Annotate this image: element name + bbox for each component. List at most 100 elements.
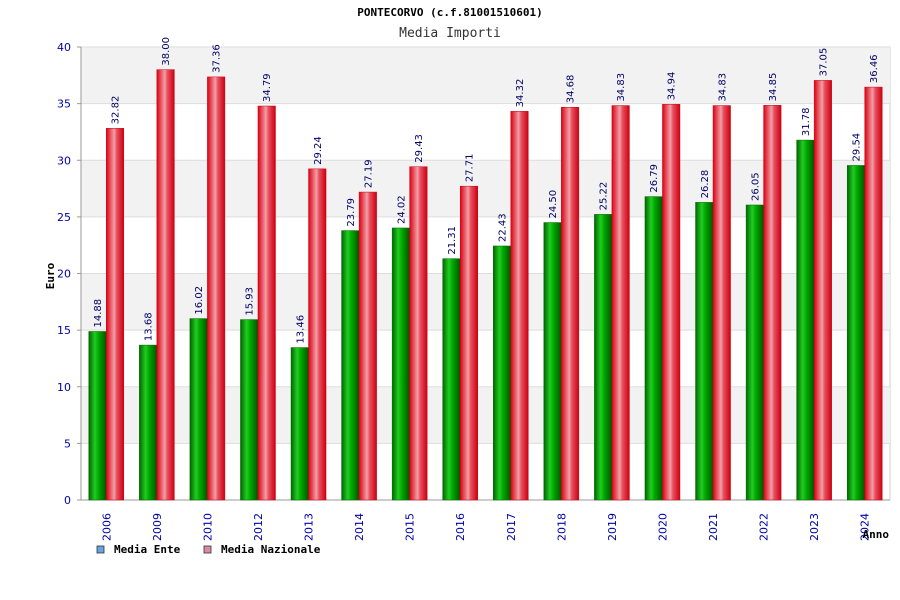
bar-media-ente-2015 bbox=[391, 227, 410, 501]
bar-media-nazionale-2022 bbox=[763, 105, 782, 501]
bar-media-ente-2006 bbox=[88, 331, 107, 501]
legend-label-media-ente: Media Ente bbox=[114, 543, 181, 556]
x-tick-label: 2023 bbox=[808, 513, 821, 541]
bar-media-nazionale-2023 bbox=[813, 80, 832, 501]
value-label-media-ente-2018: 24.50 bbox=[548, 190, 559, 219]
value-label-media-nazionale-2022: 34.85 bbox=[768, 73, 779, 102]
value-label-media-ente-2006: 14.88 bbox=[93, 299, 104, 328]
bar-media-ente-2010 bbox=[189, 318, 208, 501]
bar-media-nazionale-2020 bbox=[662, 104, 681, 501]
bar-media-nazionale-2019 bbox=[611, 105, 630, 501]
x-tick-label: 2013 bbox=[303, 513, 316, 541]
x-tick-label: 2009 bbox=[151, 513, 164, 541]
value-label-media-nazionale-2012: 34.79 bbox=[262, 73, 273, 102]
value-label-media-nazionale-2014: 27.19 bbox=[363, 159, 374, 188]
value-label-media-nazionale-2019: 34.83 bbox=[616, 73, 627, 102]
legend: Media Ente Media Nazionale bbox=[96, 543, 321, 556]
legend-swatch-media-nazionale bbox=[203, 545, 212, 554]
value-label-media-nazionale-2021: 34.83 bbox=[717, 73, 728, 102]
bar-media-ente-2013 bbox=[290, 347, 309, 501]
x-tick-label: 2017 bbox=[505, 513, 518, 541]
y-tick-label: 20 bbox=[57, 268, 71, 281]
x-tick-label: 2010 bbox=[201, 513, 214, 541]
value-label-media-nazionale-2006: 32.82 bbox=[111, 96, 122, 125]
bars bbox=[88, 69, 883, 501]
x-tick-label: 2014 bbox=[353, 513, 366, 541]
bar-media-nazionale-2012 bbox=[257, 105, 276, 501]
x-tick-label: 2019 bbox=[606, 513, 619, 541]
value-label-media-nazionale-2020: 34.94 bbox=[667, 72, 678, 101]
x-tick-label: 2016 bbox=[454, 513, 467, 541]
bar-media-nazionale-2009 bbox=[156, 69, 175, 501]
legend-label-media-nazionale: Media Nazionale bbox=[221, 543, 321, 556]
value-label-media-ente-2019: 25.22 bbox=[599, 182, 610, 211]
y-tick-label: 40 bbox=[57, 41, 71, 54]
bar-media-ente-2017 bbox=[493, 245, 512, 501]
value-label-media-ente-2012: 15.93 bbox=[245, 287, 256, 316]
value-label-media-nazionale-2010: 37.36 bbox=[212, 44, 223, 73]
value-label-media-nazionale-2015: 29.43 bbox=[414, 134, 425, 163]
bar-media-ente-2022 bbox=[745, 204, 764, 501]
value-label-media-ente-2017: 22.43 bbox=[498, 213, 509, 242]
value-label-media-nazionale-2017: 34.32 bbox=[515, 79, 526, 108]
bar-media-nazionale-2017 bbox=[510, 111, 529, 501]
bar-media-nazionale-2014 bbox=[358, 191, 377, 501]
bar-media-ente-2016 bbox=[442, 258, 461, 501]
x-tick-label: 2022 bbox=[758, 513, 771, 541]
value-label-media-nazionale-2018: 34.68 bbox=[566, 75, 577, 104]
y-tick-label: 10 bbox=[57, 381, 71, 394]
value-label-media-ente-2020: 26.79 bbox=[649, 164, 660, 193]
bar-media-nazionale-2018 bbox=[561, 106, 580, 501]
value-label-media-ente-2021: 26.28 bbox=[700, 170, 711, 199]
value-label-media-ente-2013: 13.46 bbox=[295, 315, 306, 344]
bar-media-nazionale-2006 bbox=[106, 128, 125, 501]
chart-title: PONTECORVO (c.f.81001510601) bbox=[357, 6, 542, 19]
x-tick-label: 2012 bbox=[252, 513, 265, 541]
x-tick-label: 2021 bbox=[707, 513, 720, 541]
value-labels: 14.88 32.82 13.68 38.00 16.02 37.36 15.93 34.79… bbox=[93, 37, 880, 344]
y-tick-label: 15 bbox=[57, 324, 71, 337]
value-label-media-nazionale-2016: 27.71 bbox=[464, 154, 475, 183]
value-label-media-nazionale-2024: 36.46 bbox=[869, 54, 880, 83]
x-axis-label: Anno bbox=[863, 528, 890, 541]
bar-media-nazionale-2010 bbox=[207, 76, 226, 501]
bar-media-ente-2009 bbox=[139, 344, 158, 501]
bar-media-ente-2023 bbox=[796, 139, 815, 501]
x-tick-label: 2020 bbox=[656, 513, 669, 541]
value-label-media-ente-2009: 13.68 bbox=[144, 312, 155, 341]
value-label-media-ente-2024: 29.54 bbox=[851, 133, 862, 162]
bar-media-nazionale-2015 bbox=[409, 166, 428, 501]
bar-media-nazionale-2016 bbox=[459, 185, 478, 501]
y-tick-label: 5 bbox=[64, 437, 71, 450]
bar-media-ente-2020 bbox=[644, 196, 663, 501]
value-label-media-nazionale-2009: 38.00 bbox=[161, 37, 172, 66]
legend-swatch-media-ente bbox=[96, 545, 105, 554]
y-axis-label: Euro bbox=[44, 262, 57, 289]
x-tick-label: 2006 bbox=[100, 513, 113, 541]
x-tick-label: 2024 bbox=[859, 513, 872, 541]
bar-media-nazionale-2013 bbox=[308, 168, 327, 501]
value-label-media-ente-2014: 23.79 bbox=[346, 198, 357, 227]
value-label-media-nazionale-2023: 37.05 bbox=[818, 48, 829, 77]
bar-media-ente-2012 bbox=[240, 319, 259, 501]
bar-media-ente-2021 bbox=[695, 202, 714, 501]
x-tick-label: 2015 bbox=[404, 513, 417, 541]
bar-media-ente-2024 bbox=[846, 165, 865, 501]
bar-media-ente-2014 bbox=[341, 230, 360, 501]
x-tick-label: 2018 bbox=[555, 513, 568, 541]
x-axis-ticks: 2006 2009 2010 2012 2013 2014 2015 2016 2017 2018… bbox=[100, 513, 871, 541]
value-label-media-ente-2016: 21.31 bbox=[447, 226, 458, 255]
value-label-media-ente-2010: 16.02 bbox=[194, 286, 205, 315]
value-label-media-nazionale-2013: 29.24 bbox=[313, 136, 324, 165]
y-tick-label: 35 bbox=[57, 98, 71, 111]
bar-media-nazionale-2024 bbox=[864, 86, 883, 501]
y-tick-label: 30 bbox=[57, 154, 71, 167]
bar-media-ente-2019 bbox=[594, 214, 613, 501]
value-label-media-ente-2023: 31.78 bbox=[801, 107, 812, 136]
value-label-media-ente-2015: 24.02 bbox=[396, 195, 407, 224]
value-label-media-ente-2022: 26.05 bbox=[750, 172, 761, 201]
chart-subtitle: Media Importi bbox=[399, 26, 501, 41]
y-tick-label: 0 bbox=[64, 494, 71, 507]
bar-media-ente-2018 bbox=[543, 222, 562, 501]
